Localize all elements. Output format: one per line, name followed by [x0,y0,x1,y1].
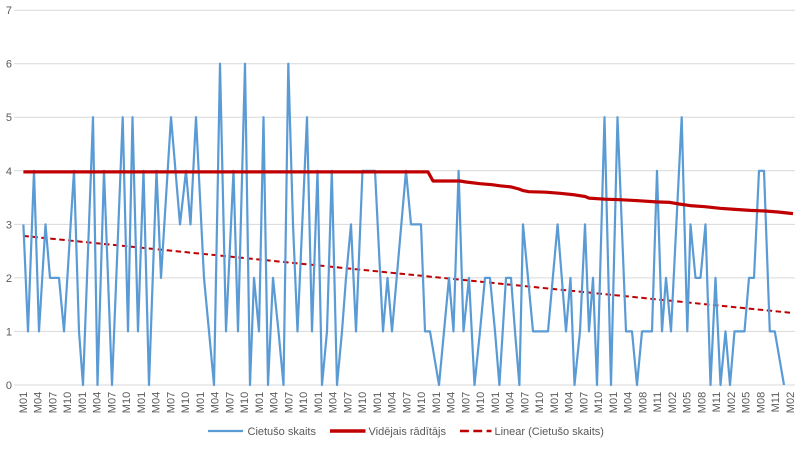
svg-text:M07: M07 [47,392,59,413]
svg-text:M10: M10 [62,392,74,413]
svg-text:M04: M04 [564,392,576,413]
svg-text:M07: M07 [283,392,295,413]
svg-text:M07: M07 [165,392,177,413]
svg-text:M01: M01 [490,392,502,413]
svg-text:M04: M04 [92,392,104,413]
svg-text:M01: M01 [608,392,620,413]
svg-text:M10: M10 [239,392,251,413]
svg-text:2: 2 [6,273,12,285]
svg-text:M11: M11 [711,392,723,413]
svg-text:M10: M10 [298,392,310,413]
svg-text:M07: M07 [224,392,236,413]
svg-text:M04: M04 [210,392,222,413]
svg-text:M11: M11 [652,392,664,413]
svg-text:M05: M05 [741,392,753,413]
svg-text:0: 0 [6,380,12,392]
svg-text:M10: M10 [416,392,428,413]
svg-text:M04: M04 [387,392,399,413]
svg-text:M10: M10 [475,392,487,413]
svg-text:M01: M01 [77,392,89,413]
svg-text:M02: M02 [726,392,738,413]
svg-text:M07: M07 [342,392,354,413]
svg-text:6: 6 [6,59,12,71]
svg-text:M01: M01 [313,392,325,413]
svg-text:M01: M01 [431,392,443,413]
svg-text:M10: M10 [121,392,133,413]
svg-text:M08: M08 [755,392,767,413]
svg-text:M01: M01 [372,392,384,413]
svg-text:4: 4 [6,166,12,178]
svg-text:M10: M10 [357,392,369,413]
svg-text:7: 7 [6,5,12,17]
svg-text:M07: M07 [106,392,118,413]
svg-text:M10: M10 [534,392,546,413]
svg-text:M01: M01 [549,392,561,413]
svg-text:M04: M04 [328,392,340,413]
svg-text:M08: M08 [696,392,708,413]
svg-text:1: 1 [6,326,12,338]
svg-text:M07: M07 [460,392,472,413]
svg-text:M10: M10 [180,392,192,413]
svg-text:M04: M04 [33,392,45,413]
svg-text:M07: M07 [401,392,413,413]
svg-text:Linear (Cietušo skaits): Linear (Cietušo skaits) [495,426,604,438]
svg-text:Cietušo skaits: Cietušo skaits [248,426,317,438]
svg-text:M05: M05 [682,392,694,413]
svg-text:3: 3 [6,219,12,231]
svg-text:M04: M04 [269,392,281,413]
svg-text:M04: M04 [151,392,163,413]
svg-text:M07: M07 [519,392,531,413]
svg-text:M04: M04 [446,392,458,413]
svg-text:M01: M01 [136,392,148,413]
svg-text:M04: M04 [505,392,517,413]
svg-text:M02: M02 [785,392,797,413]
svg-text:M04: M04 [623,392,635,413]
svg-text:M08: M08 [637,392,649,413]
svg-text:M02: M02 [667,392,679,413]
svg-text:M01: M01 [254,392,266,413]
svg-text:M01: M01 [18,392,30,413]
svg-text:M11: M11 [770,392,782,413]
svg-text:M07: M07 [578,392,590,413]
svg-text:M01: M01 [195,392,207,413]
svg-text:5: 5 [6,112,12,124]
svg-text:M10: M10 [593,392,605,413]
svg-text:Vidējais rādītājs: Vidējais rādītājs [369,426,447,438]
